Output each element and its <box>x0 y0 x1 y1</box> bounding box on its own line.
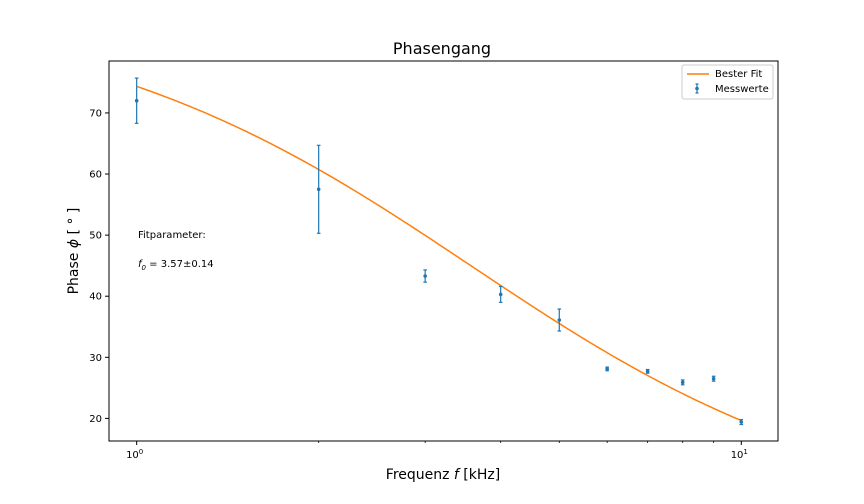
measurement-point <box>423 269 427 283</box>
legend: Bester Fit Messwerte <box>681 64 774 100</box>
data-point <box>557 318 562 322</box>
plot-frame <box>108 60 779 442</box>
fit-parameter-f0: f0 = 3.57±0.14 <box>138 259 214 272</box>
x-tick-label: 101 <box>731 448 748 461</box>
measurement-point <box>557 308 562 332</box>
measurement-point <box>498 285 503 303</box>
fit-line <box>136 85 742 422</box>
data-point <box>739 420 744 424</box>
y-axis-label: Phase ϕ [ ° ] <box>66 208 82 295</box>
y-axis-ticks: 20 30 40 50 60 70 <box>89 108 109 425</box>
measurement-points-group <box>134 77 744 426</box>
legend-measurement-label: Messwerte <box>715 84 769 95</box>
measurement-point <box>711 375 716 382</box>
measurement-point <box>739 419 744 426</box>
data-point <box>605 367 609 371</box>
x-axis-ticks: 100 101 <box>126 441 748 461</box>
data-point <box>316 187 321 192</box>
measurement-point <box>134 77 139 124</box>
legend-measurement-swatch <box>695 83 699 94</box>
legend-fit-label: Bester Fit <box>715 69 762 80</box>
x-axis-label: Frequenz f [kHz] <box>386 467 500 483</box>
fit-parameters-heading: Fitparameter: <box>138 230 206 241</box>
y-tick-label: 20 <box>89 414 102 425</box>
measurement-point <box>316 144 321 234</box>
fit-curve-group <box>136 85 742 422</box>
data-point <box>423 274 427 278</box>
chart-title: Phasengang <box>393 39 491 58</box>
measurement-point <box>645 368 650 374</box>
measurement-point <box>605 366 609 372</box>
data-point <box>711 376 716 381</box>
y-tick-label: 50 <box>89 231 102 242</box>
data-point <box>498 292 503 297</box>
y-tick-label: 70 <box>89 108 102 119</box>
y-tick-label: 30 <box>89 353 102 364</box>
y-tick-label: 40 <box>89 292 102 303</box>
data-point <box>134 98 139 103</box>
data-point <box>645 369 650 374</box>
x-tick-label: 100 <box>126 448 143 461</box>
y-tick-label: 60 <box>89 170 102 181</box>
data-point <box>680 380 685 385</box>
measurement-point <box>680 379 685 386</box>
